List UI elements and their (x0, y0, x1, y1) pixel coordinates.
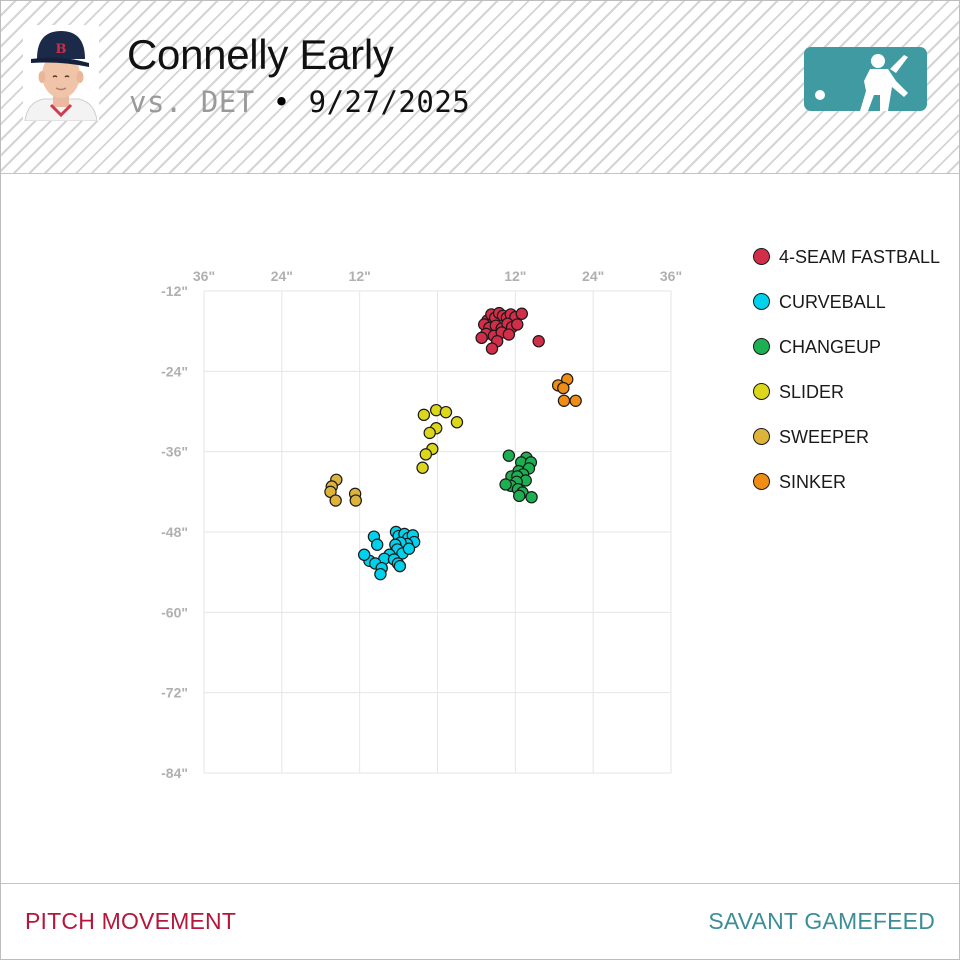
pitch-point (439, 405, 453, 419)
legend-swatch (753, 383, 770, 400)
chart-legend: 4-SEAM FASTBALL CURVEBALL CHANGEUP SLIDER SW… (753, 245, 940, 515)
pitch-point (485, 342, 499, 355)
pitch-point (525, 490, 538, 504)
legend-item: CHANGEUP (753, 335, 940, 380)
pitch-point (515, 307, 529, 320)
legend-label: CHANGEUP (779, 337, 882, 357)
pitch-point (475, 331, 488, 345)
separator-dot: • (272, 85, 291, 119)
pitch-point (423, 426, 436, 440)
pitch-movement-plot: 36" 24" 12" 12" 24" 36" -12" -24" -36" -48" -60" -7… (141, 259, 701, 804)
pitch-point (393, 559, 407, 573)
legend-label: SINKER (779, 472, 847, 492)
pitch-point (419, 448, 433, 461)
legend-item: SINKER (753, 470, 940, 515)
legend-label: SWEEPER (779, 427, 870, 447)
pitch-point (416, 461, 429, 474)
y-tick-label: -84" (161, 765, 188, 781)
pitch-point (511, 318, 524, 331)
pitch-points (324, 306, 582, 581)
y-tick-label: -36" (161, 444, 188, 460)
player-headshot-icon: B (23, 25, 99, 121)
pitch-point (329, 494, 342, 507)
pitch-point (370, 538, 384, 551)
legend-item: 4-SEAM FASTBALL (753, 245, 940, 290)
pitch-point (358, 548, 371, 561)
y-tick-label: -12" (161, 283, 188, 299)
pitch-point (502, 449, 516, 462)
x-tick-label: 12" (504, 268, 526, 284)
x-tick-label: 36" (193, 268, 215, 284)
axis-ticks: 36" 24" 12" 12" 24" 36" -12" -24" -36" -48" -60" -7… (161, 268, 682, 781)
legend-label: CURVEBALL (779, 292, 886, 312)
y-tick-label: -24" (161, 363, 188, 379)
legend-label: 4-SEAM FASTBALL (779, 247, 941, 267)
legend-swatch (753, 473, 770, 490)
pitch-point (502, 328, 516, 341)
chart-grid (203, 290, 672, 774)
pitch-point (499, 478, 512, 491)
x-tick-label: 24" (582, 268, 604, 284)
header-banner: B Connelly Early vs. DET • 9/27/2025 (1, 1, 959, 174)
pitch-point (402, 542, 416, 555)
pitch-point (569, 394, 582, 407)
legend-swatch (753, 248, 770, 265)
pitch-point (417, 408, 431, 422)
pitch-point (349, 494, 362, 507)
svg-text:B: B (56, 42, 67, 57)
pitch-point (532, 335, 545, 348)
pitch-point (374, 567, 387, 581)
legend-item: SWEEPER (753, 425, 940, 470)
game-info: vs. DET • 9/27/2025 (129, 85, 470, 119)
pitch-movement-chart: 36" 24" 12" 12" 24" 36" -12" -24" -36" -48" -60" -7… (161, 268, 682, 781)
x-tick-label: 12" (349, 268, 371, 284)
x-tick-label: 24" (271, 268, 293, 284)
legend-swatch (753, 338, 770, 355)
opponent-label: vs. DET (129, 85, 255, 119)
player-name: Connelly Early (127, 31, 394, 78)
footer-savant-gamefeed-label: SAVANT GAMEFEED (708, 908, 935, 934)
footer-pitch-movement-label: PITCH MOVEMENT (25, 908, 237, 934)
y-tick-label: -60" (161, 604, 188, 620)
mlb-logo-icon (804, 47, 927, 111)
legend-swatch (753, 293, 770, 310)
y-tick-label: -72" (161, 685, 188, 701)
pitch-point (513, 489, 526, 503)
pitch-point (557, 381, 570, 395)
x-tick-label: 36" (660, 268, 682, 284)
legend-swatch (753, 428, 770, 445)
game-date: 9/27/2025 (308, 85, 471, 119)
legend-item: CURVEBALL (753, 290, 940, 335)
pitch-point (557, 394, 571, 407)
y-tick-label: -48" (161, 524, 188, 540)
legend-label: SLIDER (779, 382, 845, 402)
pitch-point (450, 416, 464, 429)
footer-divider (1, 883, 959, 884)
legend-item: SLIDER (753, 380, 940, 425)
